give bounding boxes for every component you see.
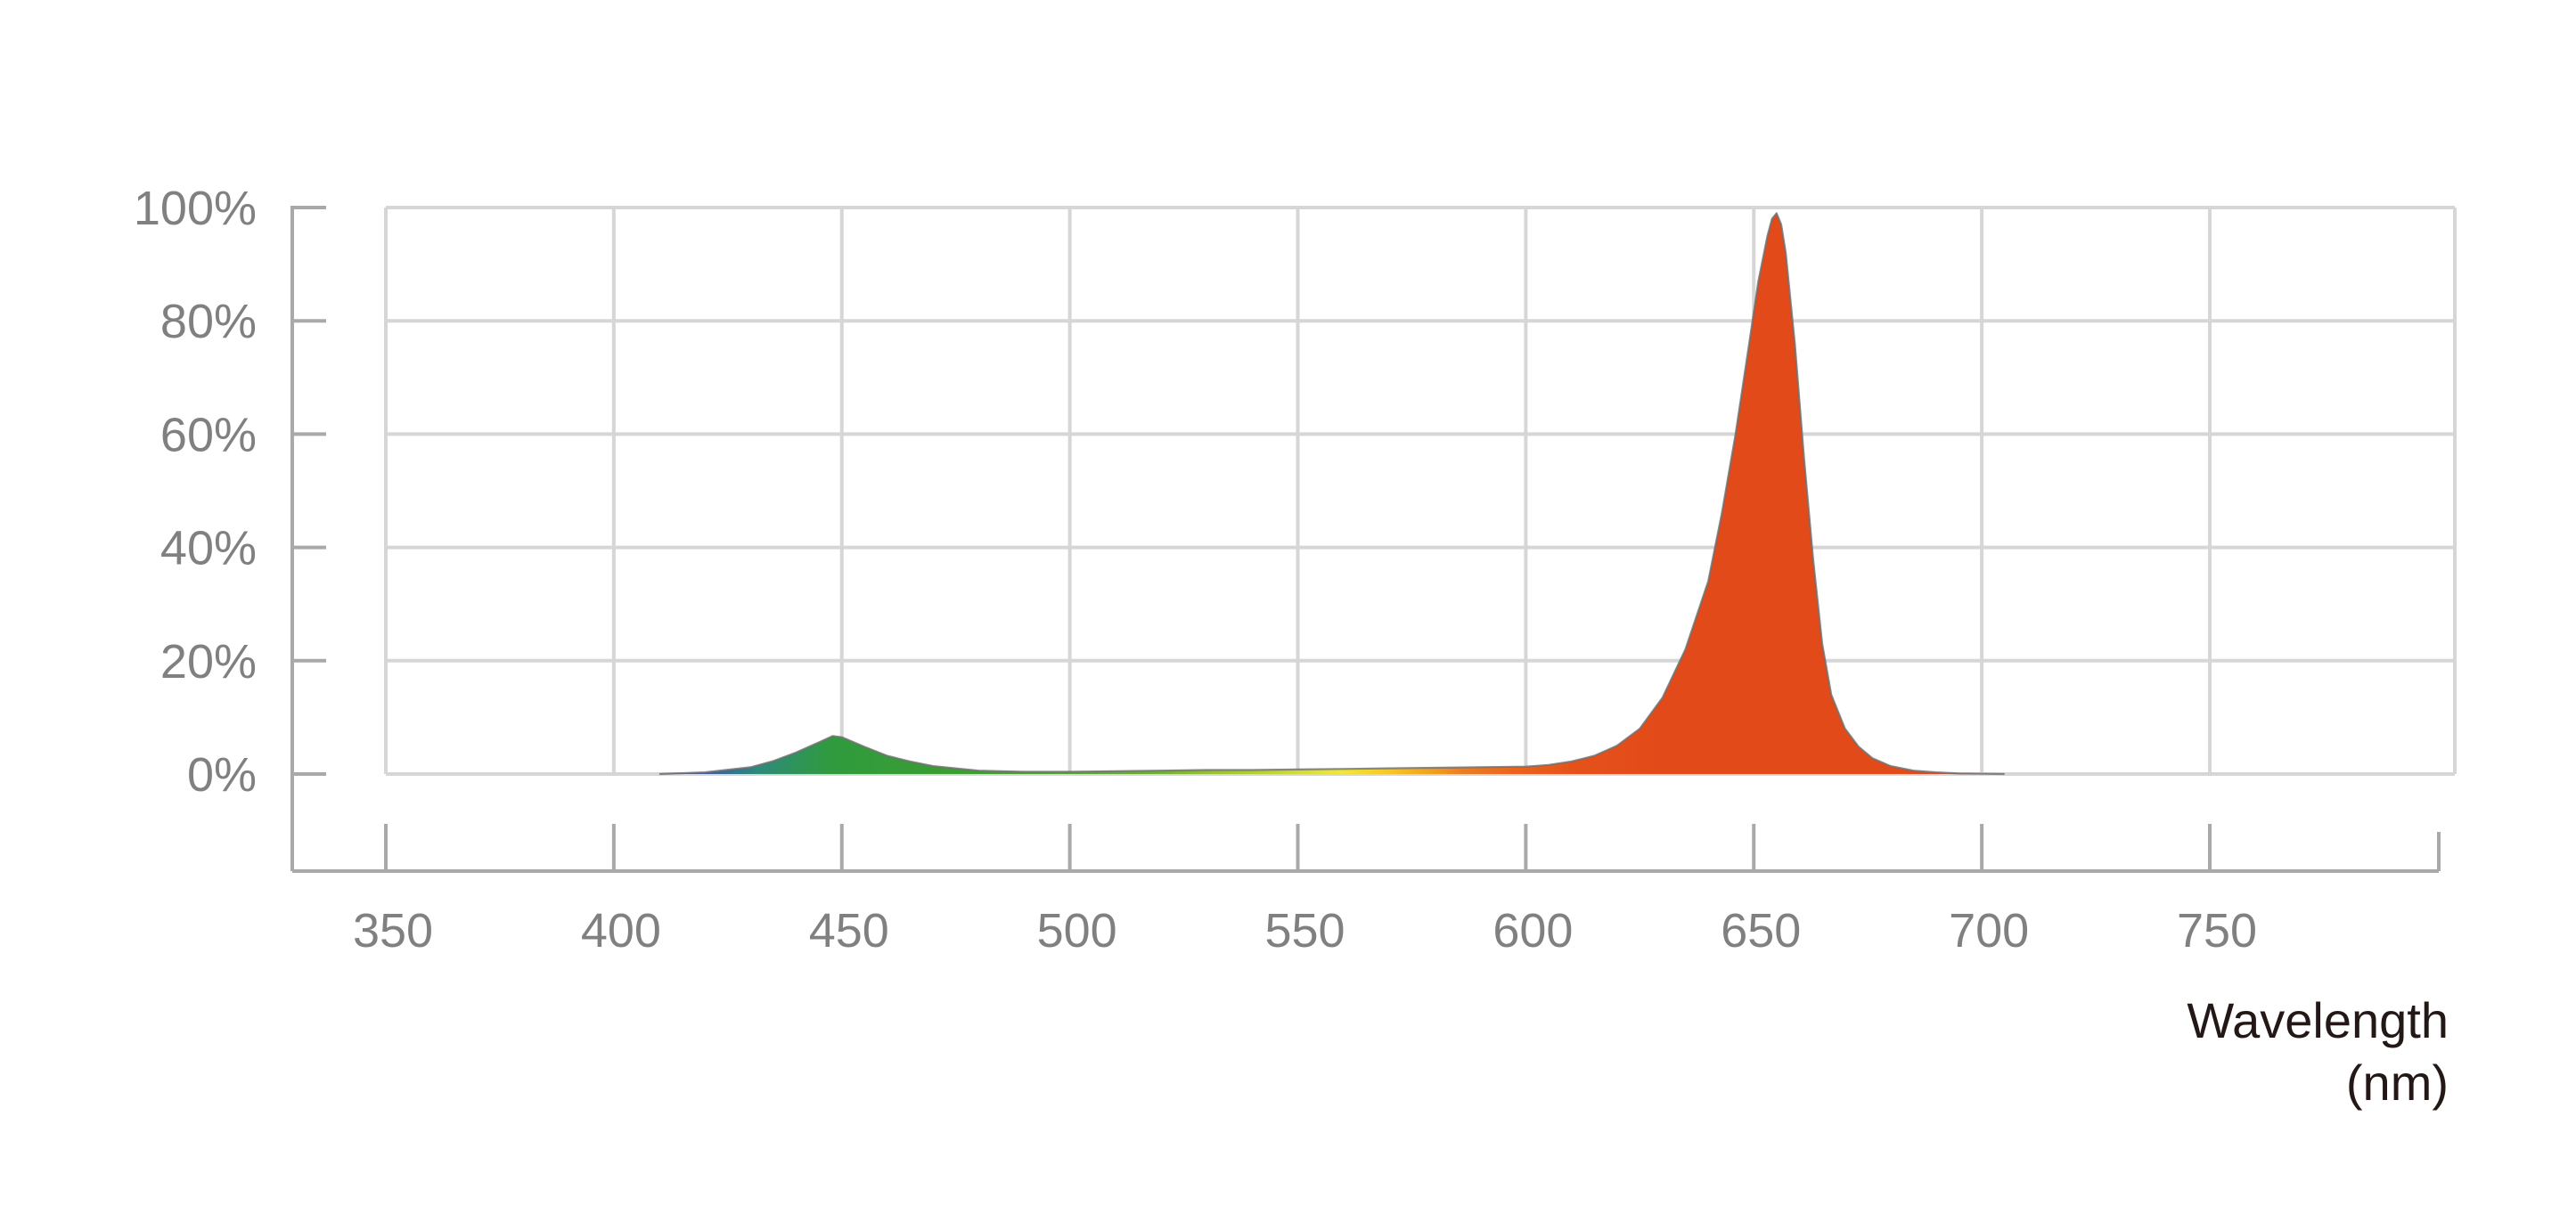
x-tick-label: 650 [1721,904,1801,957]
x-axis-title: Wavelength [2187,992,2449,1048]
x-tick-label: 600 [1492,904,1573,957]
x-tick-label: 400 [581,904,661,957]
x-tick-label: 500 [1037,904,1117,957]
axes [290,206,2441,873]
y-tick-label: 80% [160,295,257,348]
y-tick-label: 100% [134,182,257,235]
y-tick-labels: 0% 20% 40% 60% 80% 100% [134,182,257,802]
x-axis-unit: (nm) [2346,1055,2449,1111]
grid-lines [384,206,2457,776]
x-tick-label: 750 [2177,904,2257,957]
x-tick-label: 450 [809,904,889,957]
y-tick-label: 60% [160,408,257,461]
spectrum-area [659,213,2005,774]
y-tick-label: 0% [187,748,257,802]
x-tick-label: 350 [353,904,433,957]
x-tick-label: 550 [1264,904,1345,957]
spectrum-area-group [658,212,2005,776]
y-tick-label: 40% [160,522,257,575]
spectrum-outline [658,212,2005,776]
y-tick-label: 20% [160,635,257,689]
x-tick-labels: 350 400 450 500 550 600 650 700 750 [353,904,2257,957]
x-tick-label: 700 [1949,904,2029,957]
